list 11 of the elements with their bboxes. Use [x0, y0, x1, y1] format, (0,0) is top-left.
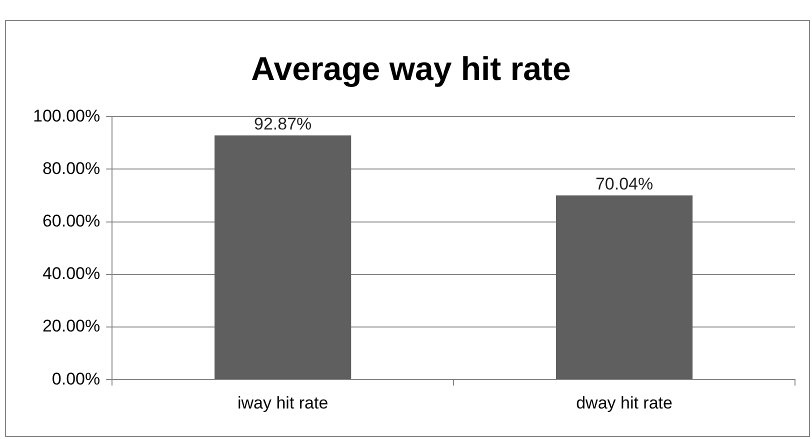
y-tick-label: 100.00%: [32, 106, 100, 126]
y-tick-label: 20.00%: [42, 316, 100, 336]
chart-title: Average way hit rate: [251, 50, 571, 87]
x-tick-label: dway hit rate: [576, 393, 672, 412]
data-label: 92.87%: [254, 114, 312, 134]
y-tick-label: 0.00%: [52, 369, 100, 388]
y-tick-label: 80.00%: [42, 158, 100, 178]
y-tick-label: 60.00%: [42, 211, 100, 230]
x-tick-label: iway hit rate: [237, 393, 328, 412]
y-tick-label: 40.00%: [42, 264, 100, 284]
data-label: 70.04%: [595, 174, 654, 194]
